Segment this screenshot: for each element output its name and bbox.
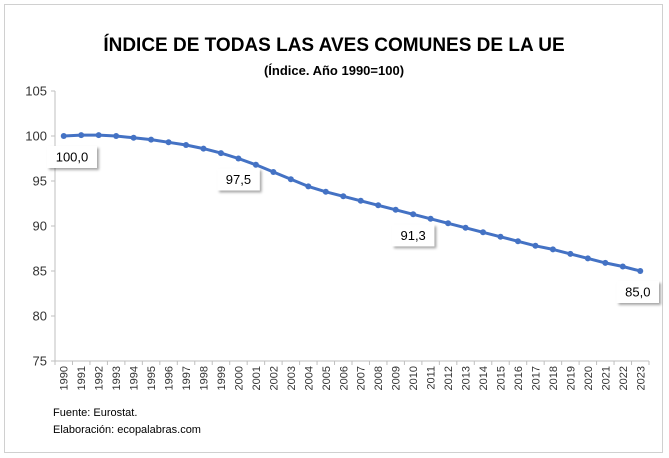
data-point [549,246,556,253]
x-tick-label: 2018 [548,366,560,390]
data-point [637,268,644,274]
data-point [322,188,329,195]
x-tick-label: 2006 [338,366,350,390]
credit-note: Elaboración: ecopalabras.com [53,424,201,436]
data-point [357,197,364,204]
x-tick-label: 2020 [583,366,595,390]
data-point [60,133,67,139]
data-label: 85,0 [616,281,659,303]
data-point [375,202,382,209]
x-tick-label: 2017 [530,366,542,390]
y-tick-label: 75 [33,354,47,369]
x-tick-label: 2011 [426,366,438,390]
x-tick-label: 2008 [373,366,385,390]
data-point [619,263,626,270]
x-tick-label: 2015 [496,366,508,390]
data-point [148,136,155,143]
x-tick-label: 1999 [216,366,228,390]
data-point [113,133,120,139]
chart-frame: ÍNDICE DE TODAS LAS AVES COMUNES DE LA U… [4,4,663,453]
x-tick-label: 2013 [461,366,473,390]
series-line [60,132,644,274]
x-tick-label: 2005 [321,366,333,390]
data-point [532,242,539,249]
data-point [235,155,242,162]
data-label-box [47,146,97,168]
x-tick-label: 1997 [181,366,193,390]
y-tick-label: 95 [33,174,47,189]
data-label: 91,3 [391,224,435,247]
line-chart: ÍNDICE DE TODAS LAS AVES COMUNES DE LA U… [25,34,659,436]
x-tick-label: 2016 [513,366,525,390]
y-tick-label: 90 [33,219,47,234]
y-axis: 75 80 85 90 95 100 105 [25,84,56,369]
data-point [514,238,521,245]
data-point [480,229,487,236]
data-point [287,176,294,183]
data-point [392,206,399,213]
data-point [340,193,347,200]
data-point [305,183,312,190]
x-tick-label: 2014 [478,366,490,390]
data-point [217,150,224,157]
x-tick-label: 2019 [565,366,577,390]
data-label-text: 85,0 [625,285,650,300]
data-label: 97,5 [217,168,260,191]
x-axis: 1990 1991 1992 1993 1994 1995 1996 1997 1998 1999… [54,360,650,390]
x-tick-label: 1995 [146,366,158,390]
data-point [602,259,609,266]
data-point [497,233,504,240]
y-tick-label: 105 [25,84,47,99]
x-tick-label: 2007 [356,366,368,390]
series-polyline [62,133,642,273]
x-tick-label: 1990 [59,366,71,390]
data-label-box [391,224,435,247]
data-point [95,132,102,139]
data-point [445,220,452,227]
data-point [183,142,190,148]
data-point [584,255,591,262]
data-label-text: 100,0 [56,150,89,165]
x-tick-label: 1996 [164,366,176,390]
x-tick-label: 2009 [391,366,403,390]
data-label-box [217,168,260,191]
x-tick-label: 2003 [286,366,298,390]
y-tick-label: 100 [25,129,47,144]
x-tick-label: 1991 [76,366,88,390]
x-tick-label: 2022 [618,366,630,390]
chart-title: ÍNDICE DE TODAS LAS AVES COMUNES DE LA U… [103,34,564,56]
x-tick-label: 2021 [600,366,612,390]
x-tick-label: 1998 [199,366,211,390]
data-label-text: 97,5 [226,172,251,187]
y-tick-label: 80 [33,309,47,324]
data-point [78,132,85,139]
y-tick-label: 85 [33,264,47,279]
x-tick-label: 2002 [268,366,280,390]
data-point [410,211,417,218]
x-tick-label: 2001 [251,366,263,390]
chart-subtitle: (Índice. Año 1990=100) [264,63,404,78]
data-point [427,215,434,222]
x-tick-label: 1993 [111,366,123,390]
data-point [200,145,207,152]
x-tick-label: 1994 [129,366,141,390]
data-point [567,250,574,257]
data-label-text: 91,3 [400,228,425,243]
data-point [270,169,277,175]
data-point [130,134,137,141]
data-point [462,224,469,231]
data-point [252,161,259,168]
x-tick-label: 2012 [443,366,455,390]
source-note: Fuente: Eurostat. [53,407,137,419]
x-tick-label: 2000 [233,366,245,390]
data-point [165,139,172,146]
data-label: 100,0 [47,146,97,168]
x-tick-label: 2004 [303,366,315,390]
data-label-box [616,281,659,303]
x-tick-label: 1992 [94,366,106,390]
data-labels: 100,0 97,5 91,3 85,0 [47,146,659,303]
x-tick-label: 2010 [408,366,420,390]
x-tick-label: 2023 [635,366,647,390]
